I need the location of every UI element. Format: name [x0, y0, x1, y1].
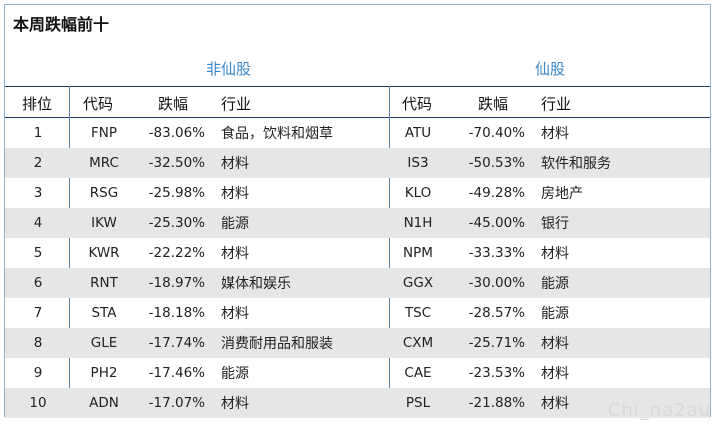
table-row: 6 RNT -18.97% 媒体和娱乐 GGX -30.00% 能源	[5, 268, 710, 298]
header-left-code: 代码	[83, 95, 114, 113]
cell-left-change: -18.97%	[148, 275, 205, 291]
cell-left-code: KWR	[88, 245, 120, 261]
cell-right-industry: 材料	[541, 126, 569, 142]
cell-right-industry: 材料	[541, 246, 569, 262]
cell-rank: 9	[33, 365, 43, 381]
watermark: Chi_na2au	[607, 400, 711, 421]
cell-right-change: -28.57%	[468, 305, 525, 321]
cell-rank: 4	[33, 215, 43, 231]
cell-left-code: IKW	[91, 215, 117, 231]
cell-left-code: MRC	[89, 155, 119, 171]
cell-left-code: ADN	[89, 395, 119, 411]
cell-left-change: -17.74%	[148, 335, 205, 351]
cell-right-change: -21.88%	[468, 395, 525, 411]
cell-right-code: TSC	[404, 305, 432, 321]
cell-right-code: CAE	[404, 365, 432, 381]
cell-right-industry: 能源	[541, 306, 569, 322]
cell-right-code: IS3	[407, 155, 429, 171]
table-row: 5 KWR -22.22% 材料 NPM -33.33% 材料	[5, 238, 710, 268]
group-label-penny: 仙股	[535, 60, 566, 78]
cell-rank: 1	[33, 125, 43, 141]
header-right-change: 跌幅	[478, 95, 509, 113]
header-right-industry: 行业	[541, 95, 572, 113]
cell-right-code: N1H	[403, 215, 433, 231]
cell-left-industry: 消费耐用品和服装	[221, 336, 333, 352]
table-row: 8 GLE -17.74% 消费耐用品和服装 CXM -25.71% 材料	[5, 328, 710, 358]
header-top-rule	[5, 86, 710, 87]
table-row: 10 ADN -17.07% 材料 PSL -21.88% 材料	[5, 388, 710, 418]
cell-right-industry: 材料	[541, 366, 569, 382]
cell-left-industry: 媒体和娱乐	[221, 276, 291, 292]
cell-right-code: KLO	[404, 185, 432, 201]
cell-left-change: -17.46%	[148, 365, 205, 381]
cell-left-change: -25.98%	[148, 185, 205, 201]
cell-right-change: -33.33%	[468, 245, 525, 261]
cell-right-change: -50.53%	[468, 155, 525, 171]
cell-left-code: FNP	[90, 125, 118, 141]
cell-rank: 2	[33, 155, 43, 171]
cell-left-industry: 材料	[221, 396, 249, 412]
cell-right-industry: 软件和服务	[541, 156, 611, 172]
cell-left-change: -25.30%	[148, 215, 205, 231]
cell-left-code: STA	[91, 305, 117, 321]
header-rank: 排位	[22, 95, 53, 113]
cell-right-industry: 材料	[541, 396, 569, 412]
cell-left-industry: 材料	[221, 186, 249, 202]
table-row: 9 PH2 -17.46% 能源 CAE -23.53% 材料	[5, 358, 710, 388]
cell-rank: 7	[33, 305, 43, 321]
cell-right-code: PSL	[405, 395, 431, 411]
table-row: 3 RSG -25.98% 材料 KLO -49.28% 房地产	[5, 178, 710, 208]
cell-right-code: GGX	[402, 275, 434, 291]
cell-right-industry: 房地产	[541, 186, 583, 202]
cell-left-industry: 材料	[221, 156, 249, 172]
cell-left-code: GLE	[90, 335, 118, 351]
cell-right-code: CXM	[402, 335, 434, 351]
cell-left-change: -32.50%	[148, 155, 205, 171]
column-divider-groups	[389, 86, 390, 417]
cell-left-code: RNT	[90, 275, 118, 291]
group-label-non-penny: 非仙股	[206, 60, 252, 78]
cell-rank: 10	[29, 395, 47, 411]
cell-right-change: -23.53%	[468, 365, 525, 381]
table-row: 4 IKW -25.30% 能源 N1H -45.00% 银行	[5, 208, 710, 238]
cell-left-code: RSG	[89, 185, 119, 201]
table-row: 2 MRC -32.50% 材料 IS3 -50.53% 软件和服务	[5, 148, 710, 178]
header-left-change: 跌幅	[158, 95, 189, 113]
cell-left-industry: 食品，饮料和烟草	[221, 126, 333, 142]
cell-left-change: -17.07%	[148, 395, 205, 411]
cell-left-industry: 能源	[221, 366, 249, 382]
header-bottom-rule	[5, 117, 710, 118]
cell-right-industry: 材料	[541, 336, 569, 352]
cell-left-code: PH2	[90, 365, 118, 381]
cell-right-change: -30.00%	[468, 275, 525, 291]
cell-right-industry: 能源	[541, 276, 569, 292]
cell-right-change: -45.00%	[468, 215, 525, 231]
cell-left-change: -22.22%	[148, 245, 205, 261]
table-row: 7 STA -18.18% 材料 TSC -28.57% 能源	[5, 298, 710, 328]
cell-left-industry: 材料	[221, 306, 249, 322]
header-right-code: 代码	[402, 95, 433, 113]
cell-left-industry: 能源	[221, 216, 249, 232]
cell-rank: 8	[33, 335, 43, 351]
cell-right-change: -49.28%	[468, 185, 525, 201]
cell-right-code: ATU	[404, 125, 432, 141]
header-left-industry: 行业	[221, 95, 252, 113]
cell-right-change: -70.40%	[468, 125, 525, 141]
cell-left-change: -18.18%	[148, 305, 205, 321]
column-divider-rank	[69, 86, 70, 417]
cell-right-industry: 银行	[541, 216, 569, 232]
cell-left-change: -83.06%	[148, 125, 205, 141]
table-row: 1 FNP -83.06% 食品，饮料和烟草 ATU -70.40% 材料	[5, 118, 710, 148]
cell-rank: 3	[33, 185, 43, 201]
cell-right-change: -25.71%	[468, 335, 525, 351]
cell-right-code: NPM	[403, 245, 433, 261]
cell-left-industry: 材料	[221, 246, 249, 262]
cell-rank: 5	[33, 245, 43, 261]
table-title: 本周跌幅前十	[13, 15, 110, 34]
cell-rank: 6	[33, 275, 43, 291]
